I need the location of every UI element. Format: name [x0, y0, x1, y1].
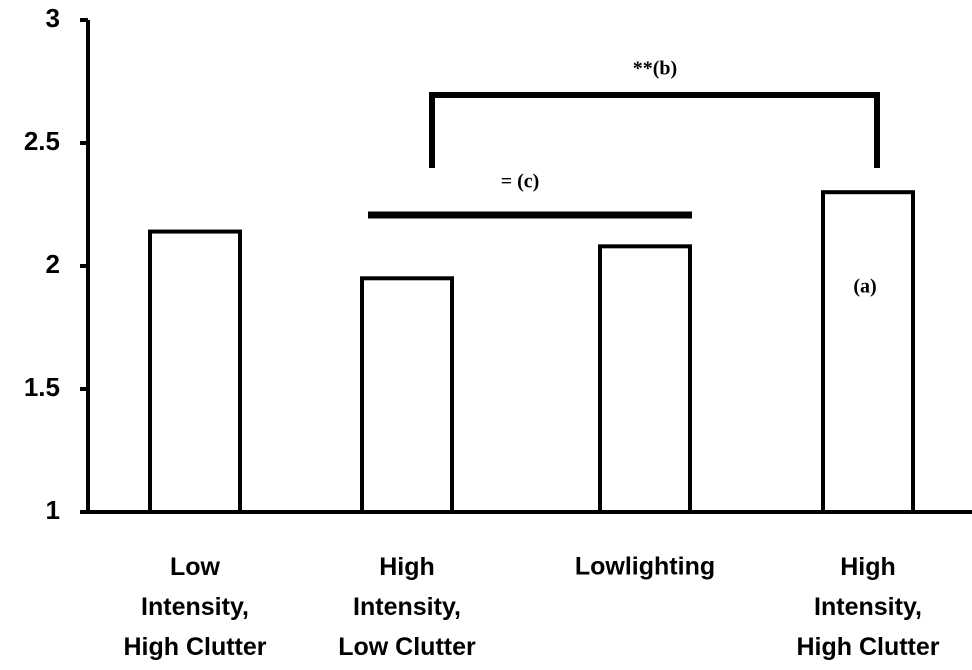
significance-bracket	[429, 92, 880, 168]
bar	[148, 229, 242, 514]
y-tick-label: 3	[46, 3, 60, 33]
annotation: **(b)	[633, 58, 677, 80]
x-tick-label: Lowlighting	[575, 553, 715, 581]
annotation: = (c)	[501, 171, 540, 193]
x-tick-label: High Intensity, Low Clutter	[338, 553, 476, 661]
bar	[821, 190, 915, 514]
bar	[598, 244, 692, 514]
y-tick-label: 2	[46, 249, 60, 279]
y-tick-label: 1	[46, 495, 60, 525]
x-tick-label: High Intensity, High Clutter	[796, 553, 939, 661]
y-tick-label: 1.5	[24, 372, 60, 402]
y-tick-label: 2.5	[24, 126, 60, 156]
x-tick-label: Low Intensity, High Clutter	[123, 553, 266, 661]
bar	[360, 276, 454, 514]
annotation: (a)	[853, 276, 876, 298]
